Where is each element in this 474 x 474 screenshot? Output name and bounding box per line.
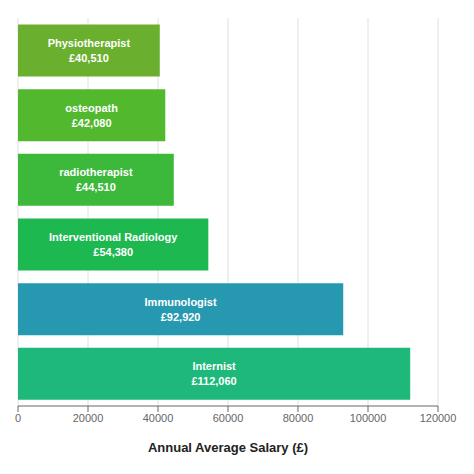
svg-text:120000: 120000 [420,412,457,424]
svg-text:osteopath£42,080: osteopath£42,080 [65,102,118,129]
svg-text:Interventional Radiology£54,38: Interventional Radiology£54,380 [49,231,178,258]
svg-text:Internist£112,060: Internist£112,060 [191,360,236,387]
svg-text:radiotherapist£44,510: radiotherapist£44,510 [59,166,133,193]
svg-text:60000: 60000 [213,412,244,424]
svg-text:80000: 80000 [283,412,314,424]
svg-text:Immunologist£92,920: Immunologist£92,920 [145,296,217,323]
svg-text:40000: 40000 [143,412,174,424]
svg-text:20000: 20000 [73,412,104,424]
svg-text:100000: 100000 [350,412,387,424]
svg-text:0: 0 [15,412,21,424]
svg-text:Physiotherapist£40,510: Physiotherapist£40,510 [48,37,131,64]
svg-text:Annual Average Salary (£): Annual Average Salary (£) [148,440,308,455]
